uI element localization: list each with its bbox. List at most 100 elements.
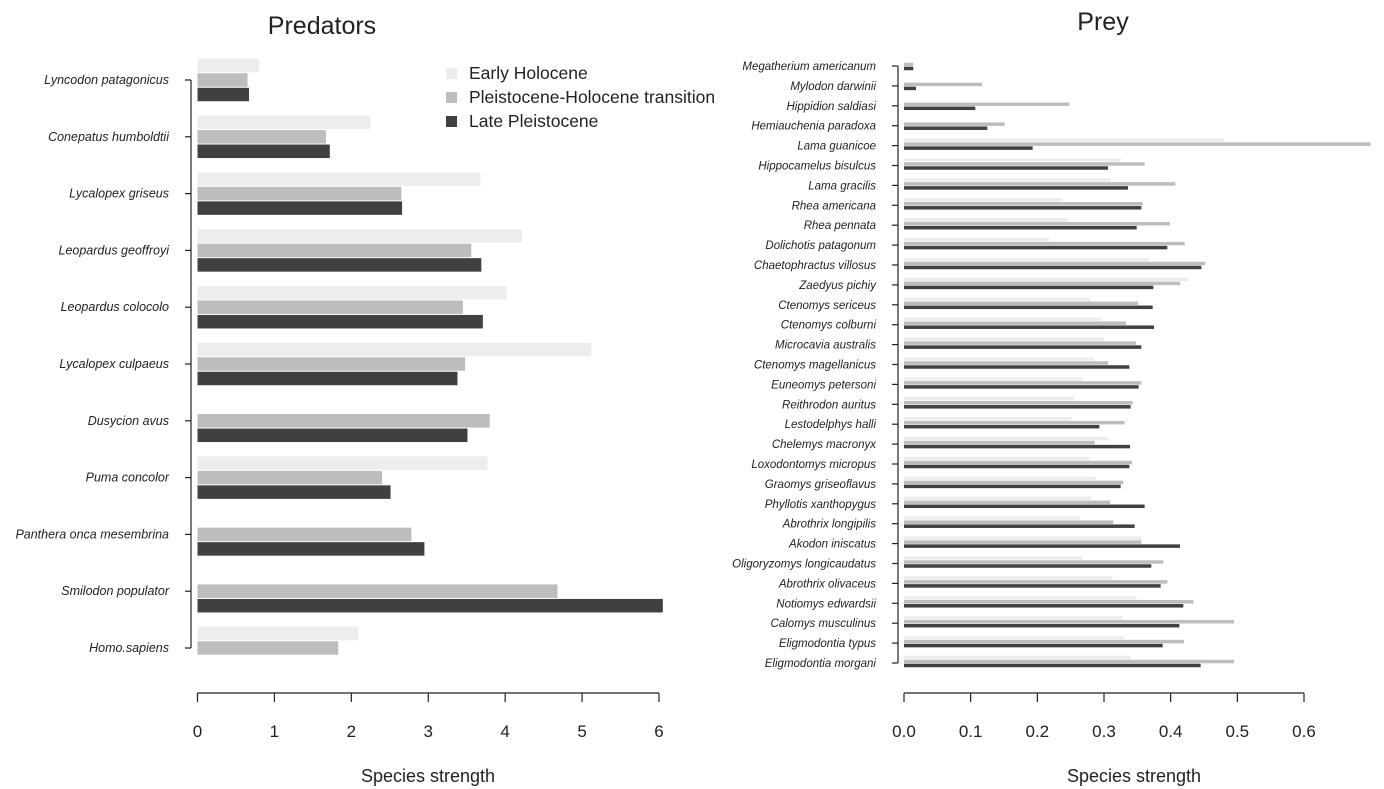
predators-bar-early-holocene-puma-concolor bbox=[197, 456, 488, 470]
prey-bar-pleistocene-holocene-transition-chelemys-macronyx bbox=[904, 440, 1095, 445]
prey-category-label-hippocamelus-bisulcus: Hippocamelus bisulcus bbox=[758, 161, 876, 173]
predators-category-label-dusycion-avus: Dusycion avus bbox=[88, 414, 169, 428]
predators-bar-late-pleistocene-lycalopex-griseus bbox=[197, 201, 403, 215]
predators-panel: Predators Species strength Lyncodon pata… bbox=[15, 12, 663, 786]
prey-bar-pleistocene-holocene-transition-lestodelphys-halli bbox=[904, 420, 1125, 425]
prey-bar-early-holocene-lama-guanicoe bbox=[904, 138, 1224, 142]
prey-bar-early-holocene-abrothrix-longipilis bbox=[904, 516, 1080, 520]
prey-bar-late-pleistocene-eligmodontia-morgani bbox=[904, 663, 1201, 668]
prey-bar-late-pleistocene-hippocamelus-bisulcus bbox=[904, 166, 1108, 170]
predators-x-tick-label: 2 bbox=[347, 722, 356, 741]
prey-bar-early-holocene-lestodelphys-halli bbox=[904, 416, 1072, 421]
prey-bar-early-holocene-reithrodon-auritus bbox=[904, 397, 1075, 401]
prey-bar-pleistocene-holocene-transition-calomys-musculinus bbox=[904, 619, 1234, 624]
predators-bar-late-pleistocene-puma-concolor bbox=[197, 485, 391, 499]
prey-bar-early-holocene-akodon-iniscatus bbox=[904, 536, 1142, 540]
prey-bar-early-holocene-rhea-pennata bbox=[904, 217, 1069, 222]
prey-bar-pleistocene-holocene-transition-dolichotis-patagonum bbox=[904, 241, 1185, 246]
prey-bar-early-holocene-microcavia-australis bbox=[904, 337, 1104, 341]
predators-bar-late-pleistocene-lyncodon-patagonicus bbox=[197, 87, 250, 102]
prey-category-label-ctenomys-sericeus: Ctenomys sericeus bbox=[778, 300, 876, 312]
predators-bar-pleistocene-holocene-transition-lycalopex-culpaeus bbox=[197, 357, 466, 371]
predators-bar-pleistocene-holocene-transition-lyncodon-patagonicus bbox=[197, 73, 248, 87]
legend-label-late-pleistocene: Late Pleistocene bbox=[469, 111, 598, 131]
prey-bar-early-holocene-chelemys-macronyx bbox=[904, 436, 1109, 441]
prey-x-tick-label: 0.3 bbox=[1092, 722, 1116, 741]
prey-bar-pleistocene-holocene-transition-akodon-iniscatus bbox=[904, 540, 1142, 544]
prey-bar-late-pleistocene-rhea-pennata bbox=[904, 225, 1137, 230]
prey-bar-early-holocene-chaetophractus-villosus bbox=[904, 257, 1150, 262]
prey-bar-early-holocene-rhea-americana bbox=[904, 198, 1062, 202]
prey-bar-pleistocene-holocene-transition-rhea-americana bbox=[904, 202, 1143, 206]
prey-bar-early-holocene-loxodontomys-micropus bbox=[904, 456, 1090, 461]
prey-bar-late-pleistocene-lama-gracilis bbox=[904, 186, 1128, 190]
predators-bar-late-pleistocene-conepatus-humboldtii bbox=[197, 144, 330, 159]
prey-bar-pleistocene-holocene-transition-loxodontomys-micropus bbox=[904, 460, 1132, 465]
predators-x-tick-label: 4 bbox=[500, 722, 509, 741]
predators-category-label-leopardus-geoffroyi: Leopardus geoffroyi bbox=[59, 243, 171, 257]
prey-panel: Prey Species strength Megatherium americ… bbox=[732, 8, 1371, 786]
prey-bar-pleistocene-holocene-transition-lama-guanicoe bbox=[904, 142, 1371, 146]
prey-bar-late-pleistocene-rhea-americana bbox=[904, 206, 1142, 210]
prey-x-tick-label: 0.5 bbox=[1226, 722, 1250, 741]
prey-bar-pleistocene-holocene-transition-euneomys-petersoni bbox=[904, 381, 1142, 385]
prey-bar-late-pleistocene-zaedyus-pichiy bbox=[904, 285, 1154, 290]
prey-category-label-megatherium-americanum: Megatherium americanum bbox=[742, 61, 876, 73]
prey-bar-late-pleistocene-hemiauchenia-paradoxa bbox=[904, 126, 988, 130]
prey-bar-late-pleistocene-abrothrix-olivaceus bbox=[904, 584, 1161, 588]
prey-bar-late-pleistocene-graomys-griseoflavus bbox=[904, 484, 1121, 489]
prey-bar-late-pleistocene-chelemys-macronyx bbox=[904, 444, 1130, 449]
prey-category-label-reithrodon-auritus: Reithrodon auritus bbox=[782, 399, 876, 411]
prey-category-label-rhea-pennata: Rhea pennata bbox=[804, 220, 876, 232]
prey-bar-late-pleistocene-lestodelphys-halli bbox=[904, 424, 1100, 429]
prey-bar-early-holocene-eligmodontia-morgani bbox=[904, 655, 1131, 660]
legend-swatch-early-holocene bbox=[446, 68, 457, 79]
prey-bar-late-pleistocene-mylodon-darwinii bbox=[904, 86, 916, 91]
predators-bar-pleistocene-holocene-transition-leopardus-geoffroyi bbox=[197, 243, 472, 258]
prey-bar-pleistocene-holocene-transition-hemiauchenia-paradoxa bbox=[904, 122, 1005, 126]
legend-swatch-late-pleistocene bbox=[446, 116, 457, 127]
prey-bar-early-holocene-dolichotis-patagonum bbox=[904, 237, 1050, 242]
prey-bar-late-pleistocene-euneomys-petersoni bbox=[904, 385, 1139, 389]
prey-bar-early-holocene-zaedyus-pichiy bbox=[904, 277, 1189, 282]
predators-bar-late-pleistocene-leopardus-geoffroyi bbox=[197, 258, 482, 272]
prey-bar-pleistocene-holocene-transition-ctenomys-colburni bbox=[904, 321, 1126, 325]
legend: Early Holocene Pleistocene-Holocene trans… bbox=[446, 63, 715, 131]
prey-bar-pleistocene-holocene-transition-eligmodontia-morgani bbox=[904, 659, 1234, 664]
prey-bar-late-pleistocene-ctenomys-sericeus bbox=[904, 305, 1153, 310]
prey-category-label-rhea-americana: Rhea americana bbox=[792, 200, 876, 212]
prey-category-label-lama-gracilis: Lama gracilis bbox=[808, 180, 876, 192]
prey-bar-pleistocene-holocene-transition-microcavia-australis bbox=[904, 341, 1136, 345]
predators-bar-pleistocene-holocene-transition-dusycion-avus bbox=[197, 414, 490, 428]
prey-bar-early-holocene-calomys-musculinus bbox=[904, 615, 1123, 620]
prey-bar-pleistocene-holocene-transition-notiomys-edwardsii bbox=[904, 600, 1194, 604]
prey-bar-pleistocene-holocene-transition-mylodon-darwinii bbox=[904, 82, 982, 87]
predators-x-tick-label: 1 bbox=[270, 722, 279, 741]
prey-bar-late-pleistocene-hippidion-saldiasi bbox=[904, 106, 976, 111]
prey-category-label-dolichotis-patagonum: Dolichotis patagonum bbox=[765, 240, 876, 252]
predators-bar-early-holocene-homo-sapiens bbox=[197, 626, 359, 641]
prey-bar-early-holocene-eligmodontia-typus bbox=[904, 635, 1124, 640]
prey-bar-pleistocene-holocene-transition-graomys-griseoflavus bbox=[904, 480, 1124, 485]
prey-x-tick-label: 0.0 bbox=[892, 722, 916, 741]
prey-category-label-chelemys-macronyx: Chelemys macronyx bbox=[772, 439, 877, 451]
legend-label-early-holocene: Early Holocene bbox=[469, 63, 588, 83]
prey-x-tick-label: 0.4 bbox=[1159, 722, 1183, 741]
predators-bar-pleistocene-holocene-transition-smilodon-populator bbox=[197, 584, 558, 598]
prey-bar-early-holocene-graomys-griseoflavus bbox=[904, 476, 1096, 481]
prey-bar-pleistocene-holocene-transition-oligoryzomys-longicaudatus bbox=[904, 560, 1164, 564]
predators-x-tick-label: 0 bbox=[193, 722, 202, 741]
prey-bar-pleistocene-holocene-transition-ctenomys-magellanicus bbox=[904, 361, 1108, 365]
predators-bar-pleistocene-holocene-transition-homo-sapiens bbox=[197, 641, 339, 655]
predators-bar-early-holocene-lycalopex-griseus bbox=[197, 172, 481, 186]
predators-bar-early-holocene-leopardus-colocolo bbox=[197, 285, 507, 300]
predators-bar-pleistocene-holocene-transition-lycalopex-griseus bbox=[197, 186, 402, 201]
legend-label-pleistocene-holocene-transition: Pleistocene-Holocene transition bbox=[469, 87, 715, 107]
prey-bar-early-holocene-oligoryzomys-longicaudatus bbox=[904, 556, 1083, 560]
prey-bar-late-pleistocene-eligmodontia-typus bbox=[904, 643, 1163, 648]
predators-category-label-lyncodon-patagonicus: Lyncodon patagonicus bbox=[44, 73, 169, 87]
prey-bar-pleistocene-holocene-transition-hippocamelus-bisulcus bbox=[904, 162, 1145, 166]
prey-bar-pleistocene-holocene-transition-ctenomys-sericeus bbox=[904, 301, 1138, 306]
predators-x-tick-label: 3 bbox=[424, 722, 433, 741]
